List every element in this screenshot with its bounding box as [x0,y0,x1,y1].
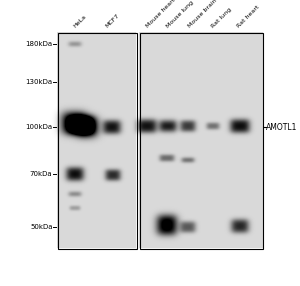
Text: MCF7: MCF7 [104,13,120,29]
Bar [58,33,136,249]
Text: 70kDa: 70kDa [30,172,52,177]
Text: Rat heart: Rat heart [236,4,261,29]
Text: Mouse brain: Mouse brain [187,0,218,29]
Text: 130kDa: 130kDa [26,79,52,84]
Text: HeLa: HeLa [73,14,88,29]
Bar [140,33,263,249]
Text: 180kDa: 180kDa [26,41,52,47]
Text: 100kDa: 100kDa [26,124,52,130]
Text: AMOTL1: AMOTL1 [266,123,298,132]
Text: Rat lung: Rat lung [211,7,233,29]
Text: 50kDa: 50kDa [30,225,52,230]
Text: Mouse heart: Mouse heart [145,0,176,29]
Text: Mouse lung: Mouse lung [166,0,195,29]
